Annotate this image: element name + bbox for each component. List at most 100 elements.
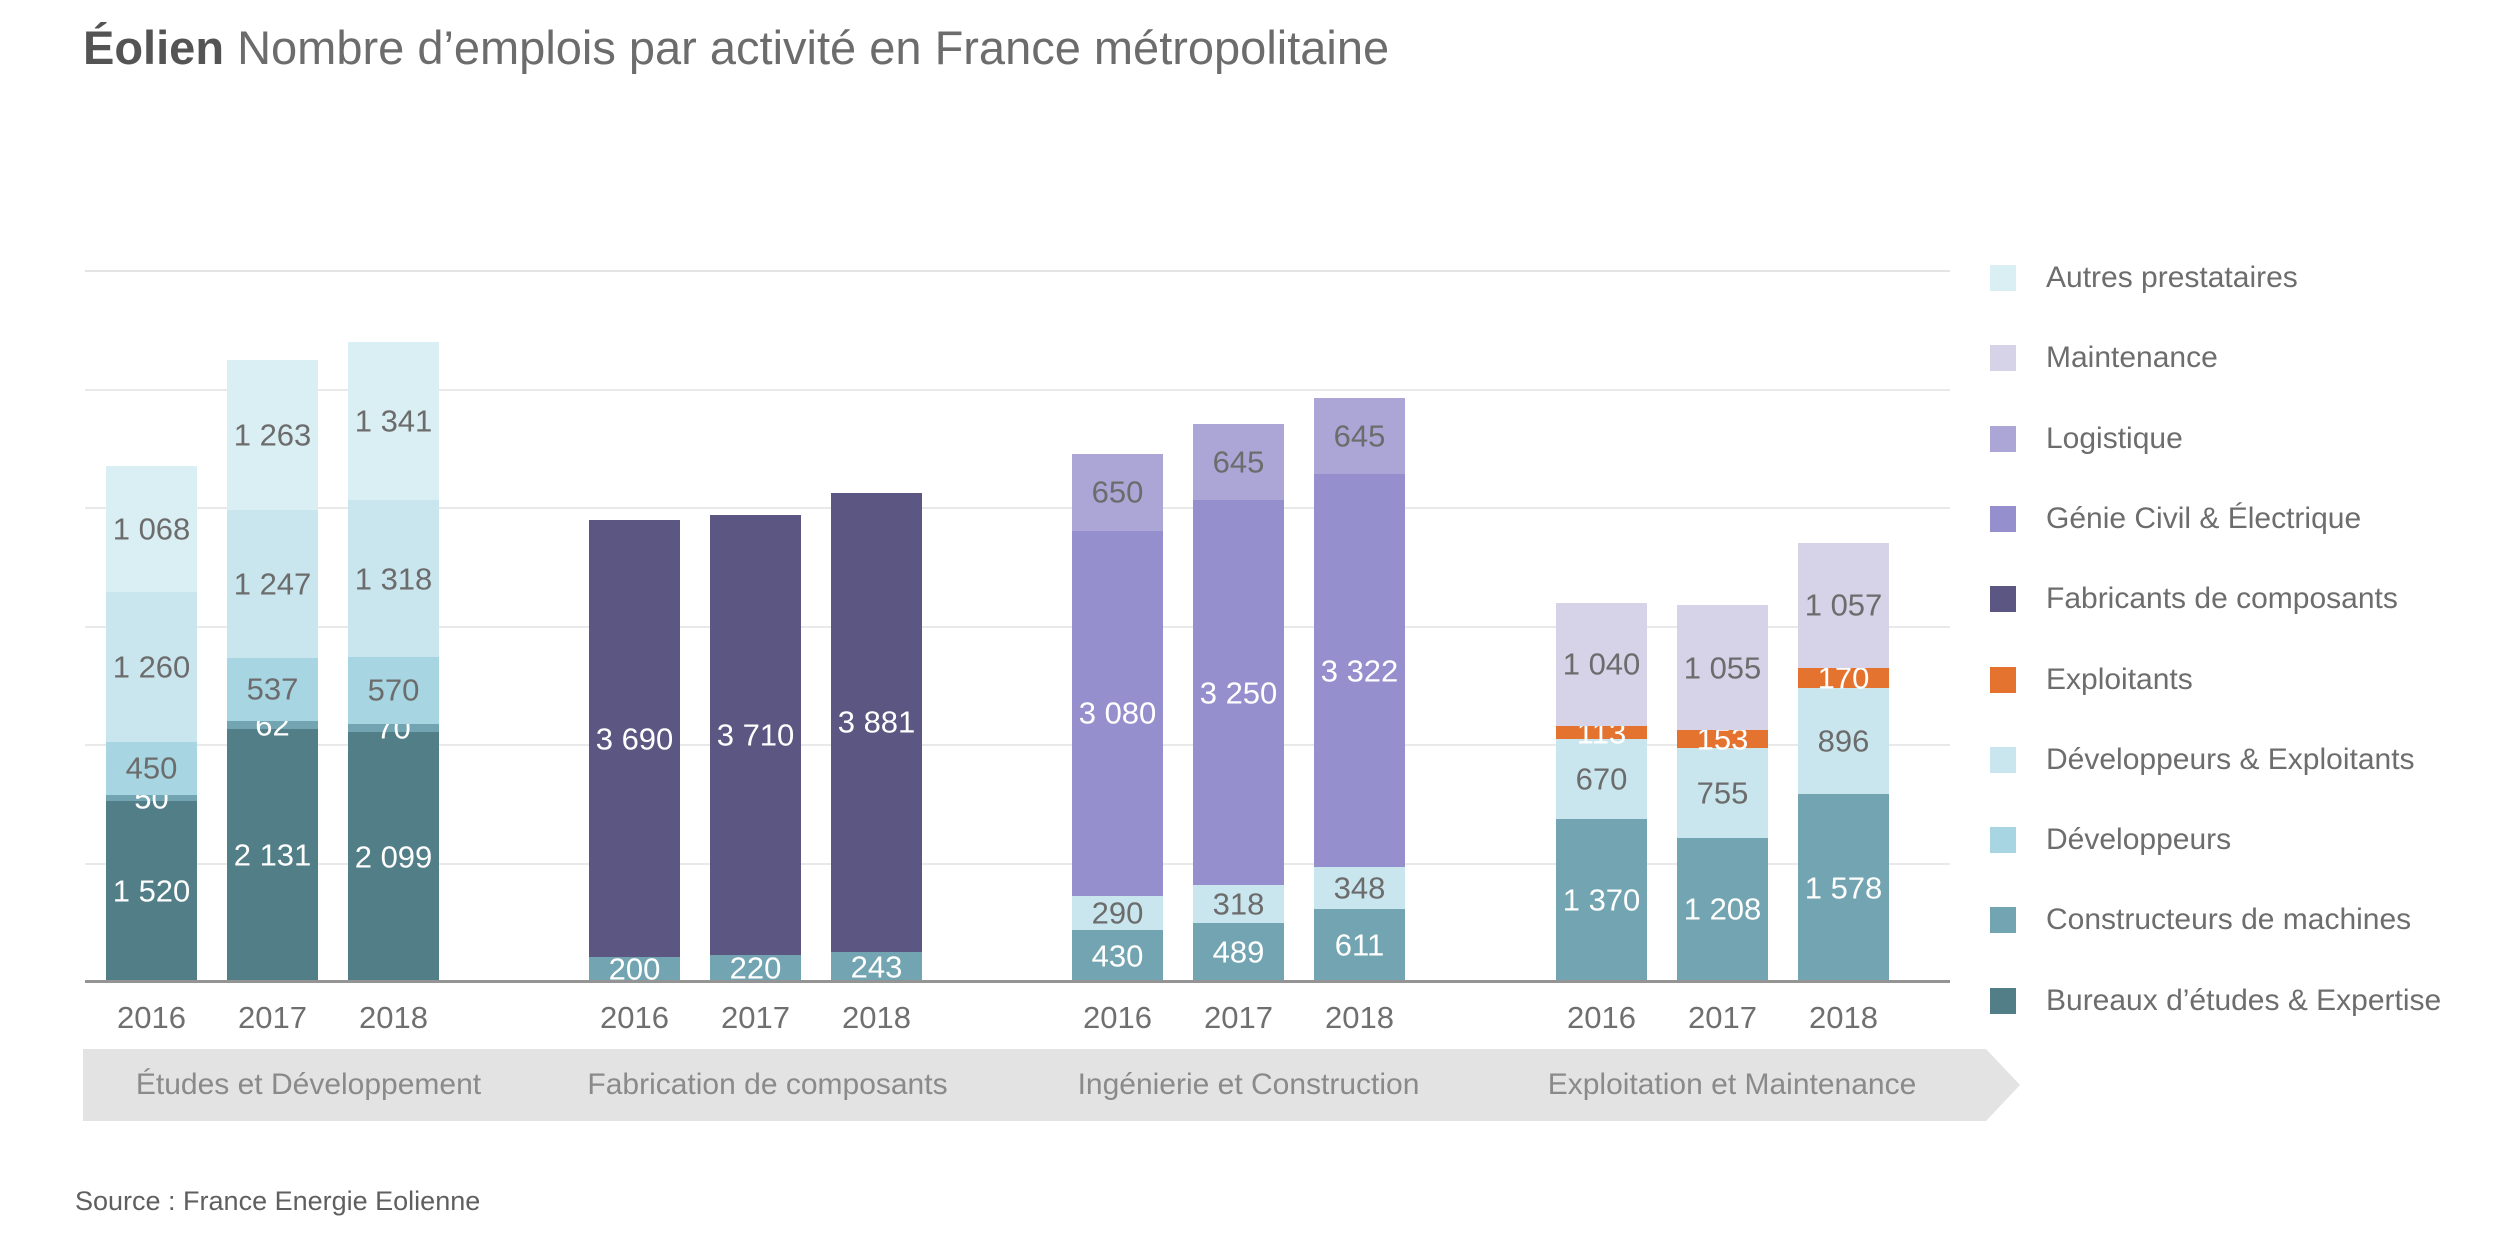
legend-item-genie: Génie Civil & Électrique: [1990, 499, 2361, 539]
category-chevron-label: Études et Développement: [135, 1068, 482, 1101]
x-axis-line: [85, 980, 1950, 983]
x-axis-year-label: 2016: [1567, 1000, 1636, 1035]
segment-value-label: 1 040: [1562, 646, 1641, 682]
gridline: [85, 863, 1950, 865]
segment-value-label: 1 318: [354, 561, 433, 596]
legend-swatch-fabricants: [1990, 586, 2016, 613]
legend-item-constructeurs: Constructeurs de machines: [1990, 900, 2411, 940]
legend-label: Exploitants: [2046, 662, 2193, 696]
segment-value-label: 570: [367, 672, 420, 708]
chart-title: Éolien Nombre d’emplois par activité en …: [83, 20, 1389, 75]
legend-item-fabricants: Fabricants de composants: [1990, 579, 2398, 619]
x-axis-year-label: 2017: [1204, 1000, 1273, 1035]
x-axis-year-label: 2016: [1083, 1000, 1152, 1035]
bar-segment-dev_exploitants: [348, 500, 439, 657]
legend-swatch-developpeurs: [1990, 827, 2016, 854]
bar-segment-logistique: [1193, 424, 1284, 501]
category-chevron: Fabrication de composants: [506, 1049, 1063, 1121]
segment-value-label: 645: [1333, 418, 1386, 454]
legend-label: Développeurs & Exploitants: [2046, 742, 2415, 776]
legend-swatch-exploitants: [1990, 666, 2016, 693]
bar-segment-bureaux: [106, 800, 197, 981]
x-axis-year-label: 2018: [359, 1000, 428, 1035]
bar-segment-constructeurs: [227, 721, 318, 729]
segment-value-label: 2 131: [233, 837, 312, 873]
segment-value-label: 611: [1334, 927, 1385, 963]
x-axis-year-label: 2016: [600, 1000, 669, 1035]
segment-value-label: 1 370: [1562, 882, 1641, 918]
x-axis-year-label: 2017: [721, 1000, 790, 1035]
bar-segment-genie: [1193, 500, 1284, 886]
bar-segment-constructeurs: [1556, 818, 1647, 981]
bar-segment-fabricants: [710, 515, 801, 955]
segment-value-label: 1 247: [233, 566, 312, 602]
x-axis-year-label: 2018: [1809, 1000, 1878, 1035]
bar-segment-autres: [348, 341, 439, 501]
segment-value-label: 290: [1091, 895, 1144, 931]
segment-value-label: 3 080: [1078, 695, 1157, 731]
segment-value-label: 489: [1212, 934, 1265, 970]
bar-segment-dev_exploitants: [1677, 748, 1768, 838]
category-chevron-label: Ingénierie et Construction: [1077, 1068, 1420, 1101]
x-axis-year-label: 2017: [238, 1000, 307, 1035]
bar-segment-constructeurs: [1072, 930, 1163, 981]
bar-segment-dev_exploitants: [1314, 867, 1405, 909]
segment-value-label: 220: [729, 950, 782, 986]
x-axis-year-label: 2017: [1688, 1000, 1757, 1035]
bar-segment-bureaux: [348, 732, 439, 981]
legend-label: Autres prestataires: [2046, 261, 2298, 294]
bar-segment-exploitants: [1798, 667, 1889, 688]
segment-value-label: 1 260: [112, 649, 191, 685]
legend-swatch-constructeurs: [1990, 907, 2016, 934]
segment-value-label: 1 068: [112, 511, 191, 547]
bar-segment-constructeurs: [1314, 908, 1405, 981]
bar-segment-dev_exploitants: [227, 509, 318, 658]
legend-item-developpeurs: Développeurs: [1990, 820, 2231, 860]
segment-value-label: 650: [1091, 474, 1144, 510]
segment-value-label: 896: [1817, 723, 1870, 759]
category-chevron-label: Exploitation et Maintenance: [1547, 1068, 1917, 1101]
segment-value-label: 755: [1696, 775, 1749, 811]
bar-segment-constructeurs: [710, 954, 801, 981]
segment-value-label: 3 881: [837, 704, 916, 740]
bar-segment-autres: [227, 360, 318, 510]
source-note: Source : France Energie Eolienne: [75, 1186, 481, 1216]
legend-label: Bureaux d’études & Expertise: [2046, 983, 2442, 1017]
gridline: [85, 270, 1950, 272]
category-chevron-label: Fabrication de composants: [587, 1068, 948, 1101]
bar-segment-constructeurs: [1798, 794, 1889, 981]
legend-swatch-logistique: [1990, 425, 2016, 452]
legend-label: Constructeurs de machines: [2046, 903, 2412, 937]
segment-value-label: 537: [246, 671, 299, 707]
legend-label: Logistique: [2046, 421, 2183, 455]
bar-segment-logistique: [1314, 397, 1405, 474]
legend-label: Développeurs: [2046, 823, 2232, 857]
bar-segment-logistique: [1072, 453, 1163, 531]
chart-title-subtitle: Nombre d’emplois par activité en France …: [237, 21, 1390, 74]
bar-segment-developpeurs: [106, 741, 197, 796]
legend-item-bureaux: Bureaux d’études & Expertise: [1990, 981, 2441, 1021]
gridline: [85, 507, 1950, 509]
bar-segment-genie: [1072, 530, 1163, 896]
bar-segment-exploitants: [1677, 730, 1768, 749]
gridline: [85, 626, 1950, 628]
bar-segment-constructeurs: [106, 795, 197, 801]
legend-item-exploitants: Exploitants: [1990, 660, 2193, 700]
segment-value-label: 318: [1212, 886, 1265, 922]
segment-value-label: 1 055: [1683, 650, 1762, 686]
segment-value-label: 3 322: [1320, 653, 1399, 689]
legend-swatch-bureaux: [1990, 987, 2016, 1014]
legend-item-maintenance: Maintenance: [1990, 338, 2218, 378]
segment-value-label: 1 520: [112, 873, 191, 909]
segment-value-label: 3 250: [1199, 675, 1278, 711]
segment-value-label: 243: [850, 949, 903, 985]
segment-value-label: 1 341: [354, 403, 433, 439]
legend-swatch-maintenance: [1990, 345, 2016, 372]
x-axis-year-label: 2018: [842, 1000, 911, 1035]
legend-label: Fabricants de composants: [2046, 582, 2398, 616]
x-axis-year-label: 2016: [117, 1000, 186, 1035]
segment-value-label: 645: [1212, 444, 1265, 480]
bar-segment-dev_exploitants: [1072, 895, 1163, 931]
bar-segment-bureaux: [227, 728, 318, 981]
